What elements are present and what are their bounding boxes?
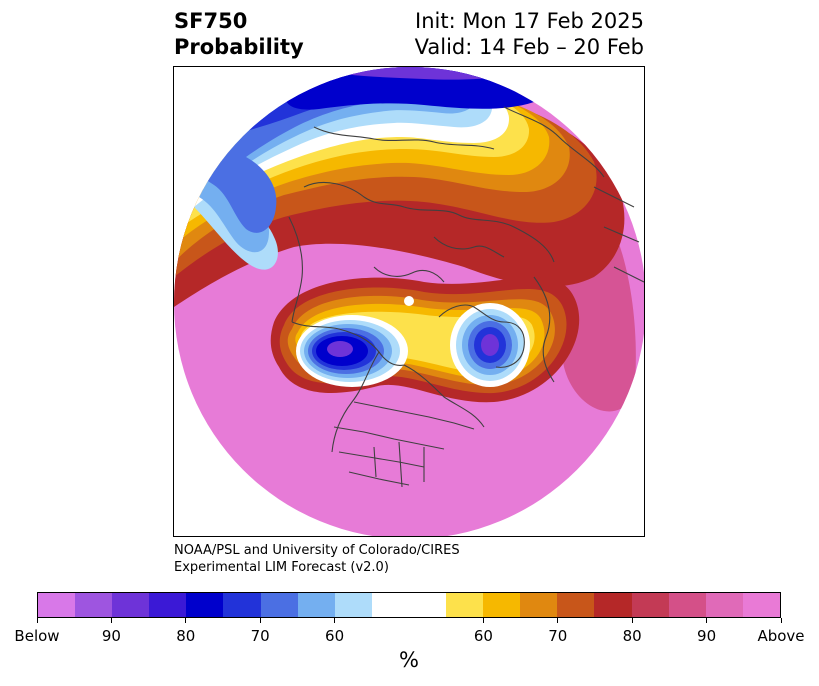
- colorbar-tick: [259, 618, 261, 623]
- colorbar-segment: [408, 593, 447, 617]
- colorbar-tick-label: 60: [473, 627, 493, 645]
- map-panel: [173, 66, 645, 537]
- valid-range: Valid: 14 Feb – 20 Feb: [414, 35, 644, 59]
- colorbar-segment: [38, 593, 76, 617]
- colorbar-segment: [75, 593, 113, 617]
- title-left: SF750 Probability: [174, 8, 304, 60]
- colorbar-segment: [112, 593, 150, 617]
- colorbar-segment: [705, 593, 743, 617]
- colorbar-segment: [483, 593, 521, 617]
- colorbar-segment: [742, 593, 780, 617]
- colorbar-segment: [520, 593, 558, 617]
- coastlines: [288, 106, 644, 488]
- colorbar-tick: [185, 618, 187, 623]
- colorbar-tick-label: 80: [622, 627, 642, 645]
- colorbar-segment: [557, 593, 595, 617]
- below-arctic-tip: [304, 67, 534, 80]
- colorbar-segment: [371, 593, 409, 617]
- colorbar-tick-label: 90: [697, 627, 717, 645]
- colorbar-tick: [557, 618, 559, 623]
- cool-center-east-core: [481, 334, 499, 356]
- title-right: Init: Mon 17 Feb 2025 Valid: 14 Feb – 20…: [415, 8, 644, 60]
- colorbar-segment: [334, 593, 372, 617]
- colorbar-tick: [631, 618, 633, 623]
- colorbar-tick-label: 80: [176, 627, 196, 645]
- colorbar-tick: [110, 618, 112, 623]
- colorbar-tick: [780, 618, 782, 623]
- colorbar-tick-label: Above: [757, 627, 805, 645]
- colorbar-tick-label: Below: [14, 627, 60, 645]
- colorbar-segment: [668, 593, 706, 617]
- colorbar-segment: [223, 593, 261, 617]
- colorbar-tick-label: 60: [325, 627, 345, 645]
- colorbar-unit: %: [399, 648, 419, 672]
- colorbar: [37, 592, 781, 618]
- colorbar-segment: [186, 593, 224, 617]
- colorbar-segment: [297, 593, 335, 617]
- credit-line-2: Experimental LIM Forecast (v2.0): [174, 560, 389, 575]
- probability-map: [174, 67, 644, 536]
- north-pole-marker: [404, 296, 414, 306]
- colorbar-tick-label: 70: [250, 627, 270, 645]
- colorbar-tick-label: 90: [101, 627, 121, 645]
- colorbar-segment: [594, 593, 632, 617]
- cool-band-3: [174, 69, 464, 233]
- colorbar-segment: [260, 593, 298, 617]
- credit-text: NOAA/PSL and University of Colorado/CIRE…: [174, 542, 460, 576]
- colorbar-segment: [446, 593, 484, 617]
- colorbar-tick-label: 70: [548, 627, 568, 645]
- cool-core-arctic: [285, 70, 544, 110]
- colorbar-segment: [149, 593, 187, 617]
- colorbar-tick: [334, 618, 336, 623]
- cool-center-west-core: [327, 341, 353, 357]
- init-date: Init: Mon 17 Feb 2025: [415, 9, 644, 33]
- variable-type: Probability: [174, 35, 304, 59]
- variable-name: SF750: [174, 9, 248, 33]
- colorbar-tick: [36, 618, 38, 623]
- colorbar-tick: [482, 618, 484, 623]
- colorbar-segment: [631, 593, 669, 617]
- credit-line-1: NOAA/PSL and University of Colorado/CIRE…: [174, 543, 460, 558]
- colorbar-tick: [706, 618, 708, 623]
